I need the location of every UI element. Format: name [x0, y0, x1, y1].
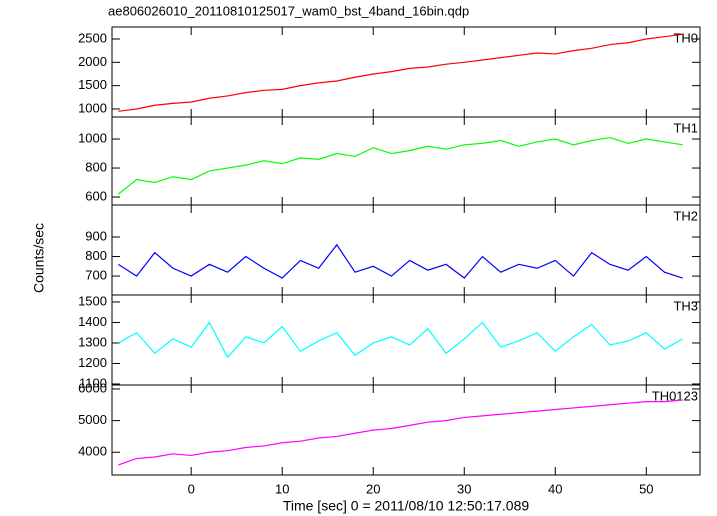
panel-frame [111, 116, 701, 206]
y-tick-label: 800 [85, 248, 107, 263]
panel-label: TH3 [673, 298, 698, 313]
panel-label: TH0123 [652, 388, 698, 403]
panel-frame [111, 204, 701, 296]
y-tick-label: 6000 [78, 380, 107, 395]
y-tick-label: 1100 [79, 375, 107, 390]
y-tick-label: 600 [85, 188, 107, 203]
panel-label: TH1 [673, 120, 698, 135]
panel-label: TH0 [673, 30, 698, 45]
x-tick-label: 10 [275, 481, 289, 496]
y-tick-label: 1400 [78, 314, 107, 329]
x-tick-label: 20 [366, 481, 380, 496]
chart-title: ae806026010_20110810125017_wam0_bst_4ban… [108, 3, 469, 18]
y-tick-label: 1500 [78, 293, 107, 308]
data-line [118, 33, 683, 112]
y-tick-label: 4000 [78, 444, 107, 459]
y-tick-label: 1200 [78, 355, 107, 370]
y-tick-label: 900 [85, 228, 107, 243]
y-axis-label: Counts/sec [31, 223, 47, 293]
x-tick-label: 40 [548, 481, 562, 496]
y-tick-label: 800 [85, 159, 107, 174]
panel-frame [111, 384, 701, 476]
panel-frame [111, 294, 701, 386]
x-tick-label: 50 [639, 481, 653, 496]
x-axis-label: Time [sec] 0 = 2011/08/10 12:50:17.089 [283, 498, 530, 514]
y-tick-label: 1300 [78, 334, 107, 349]
y-tick-label: 1000 [78, 130, 107, 145]
data-line [118, 399, 683, 466]
y-tick-label: 700 [85, 268, 107, 283]
x-tick-label: 0 [188, 481, 195, 496]
data-line [118, 321, 684, 359]
data-line [117, 136, 683, 195]
panel-frame [111, 26, 701, 118]
panel-label: TH2 [673, 208, 698, 223]
y-tick-label: 5000 [78, 412, 107, 427]
data-line [118, 243, 683, 279]
y-tick-label: 1500 [78, 77, 107, 92]
y-tick-label: 2500 [78, 30, 107, 45]
x-tick-label: 30 [457, 481, 471, 496]
y-tick-label: 2000 [78, 54, 107, 69]
y-tick-label: 1000 [78, 100, 107, 115]
